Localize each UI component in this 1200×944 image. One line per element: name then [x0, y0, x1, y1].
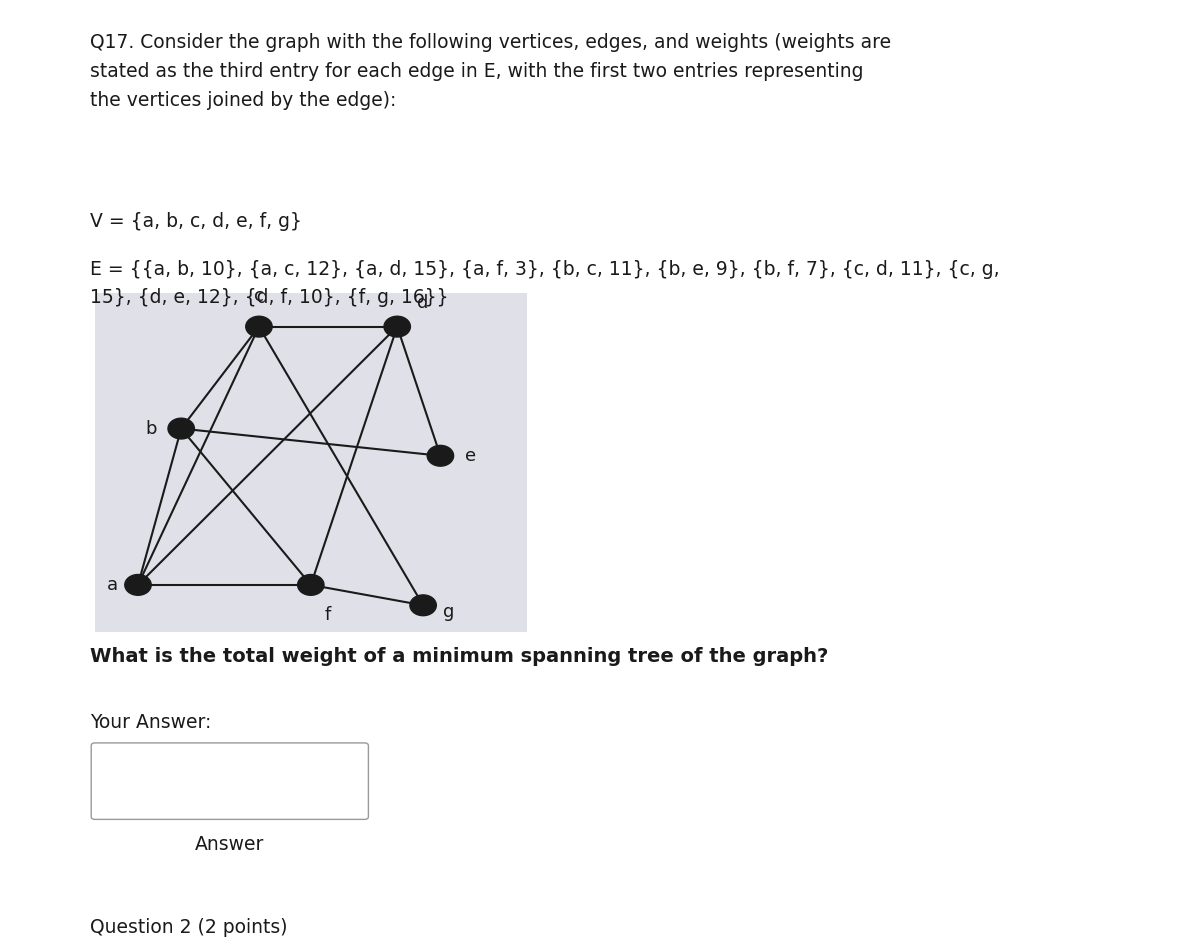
Text: Question 2 (2 points): Question 2 (2 points) [90, 918, 288, 936]
Text: d: d [418, 294, 428, 312]
Circle shape [427, 446, 454, 466]
Text: Your Answer:: Your Answer: [90, 713, 211, 732]
Text: b: b [145, 419, 157, 438]
Text: What is the total weight of a minimum spanning tree of the graph?: What is the total weight of a minimum sp… [90, 647, 828, 666]
FancyBboxPatch shape [95, 293, 527, 632]
Text: E = {{a, b, 10}, {a, c, 12}, {a, d, 15}, {a, f, 3}, {b, c, 11}, {b, e, 9}, {b, f: E = {{a, b, 10}, {a, c, 12}, {a, d, 15},… [90, 260, 1000, 308]
Text: c: c [254, 287, 264, 305]
Text: V = {a, b, c, d, e, f, g}: V = {a, b, c, d, e, f, g} [90, 212, 302, 231]
Circle shape [410, 595, 437, 615]
Text: Q17. Consider the graph with the following vertices, edges, and weights (weights: Q17. Consider the graph with the followi… [90, 33, 892, 110]
Circle shape [246, 316, 272, 337]
Text: Answer: Answer [196, 835, 264, 854]
Circle shape [125, 575, 151, 596]
Text: g: g [443, 603, 455, 621]
Circle shape [298, 575, 324, 596]
FancyBboxPatch shape [91, 743, 368, 819]
Text: a: a [107, 576, 118, 594]
Circle shape [384, 316, 410, 337]
Text: f: f [325, 606, 331, 625]
Circle shape [168, 418, 194, 439]
Text: e: e [466, 447, 476, 464]
